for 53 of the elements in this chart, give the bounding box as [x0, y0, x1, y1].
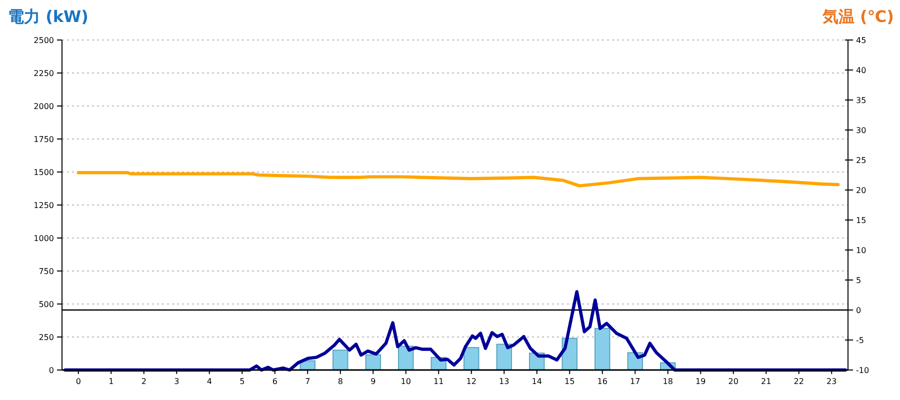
y2-tick-label: 15	[856, 216, 866, 225]
x-tick-label: 8	[338, 377, 343, 386]
y-tick-label: 0	[48, 366, 54, 375]
x-tick-label: 17	[630, 377, 640, 386]
x-tick-label: 20	[728, 377, 738, 386]
y2-tick-label: 5	[856, 276, 862, 285]
x-tick-label: 11	[434, 377, 444, 386]
x-tick-label: 13	[499, 377, 510, 386]
y2-tick-label: 35	[856, 96, 866, 105]
x-tick-label: 7	[305, 377, 310, 386]
y-tick-label: 1500	[34, 168, 54, 177]
y-tick-label: 2000	[34, 102, 54, 111]
bar	[365, 354, 381, 370]
x-tick-label: 22	[794, 377, 804, 386]
x-tick-label: 18	[662, 377, 673, 386]
x-tick-label: 0	[76, 377, 81, 386]
x-tick-label: 3	[174, 377, 180, 386]
y2-tick-label: -10	[856, 366, 870, 375]
bar	[464, 347, 480, 370]
y2-tick-label: 10	[856, 246, 866, 255]
x-tick-label: 1	[108, 377, 114, 386]
x-tick-label: 19	[696, 377, 706, 386]
x-tick-label: 2	[141, 377, 146, 386]
y-tick-label: 2250	[34, 69, 54, 78]
y-tick-label: 1000	[34, 234, 54, 243]
y2-tick-label: 0	[856, 306, 862, 315]
y-tick-label: 1750	[34, 135, 54, 144]
x-tick-label: 21	[761, 377, 772, 386]
y-tick-label: 2500	[34, 36, 54, 45]
y2-tick-label: 40	[856, 66, 866, 75]
y2-axis-title: 気温 (℃)	[821, 7, 894, 26]
x-tick-label: 9	[370, 377, 376, 386]
y2-tick-label: 45	[856, 36, 866, 45]
y2-tick-label: 25	[856, 156, 866, 165]
y2-tick-label: 20	[856, 186, 866, 195]
x-tick-label: 23	[826, 377, 837, 386]
x-tick-label: 6	[272, 377, 278, 386]
y-tick-label: 500	[38, 300, 54, 309]
x-tick-label: 14	[532, 377, 542, 386]
x-tick-label: 16	[597, 377, 608, 386]
y2-tick-label: -5	[856, 336, 864, 345]
x-tick-label: 15	[564, 377, 575, 386]
y-tick-label: 1250	[34, 201, 54, 210]
x-tick-label: 10	[400, 377, 411, 386]
y-tick-label: 250	[38, 333, 54, 342]
y-tick-label: 750	[38, 267, 54, 276]
x-tick-label: 4	[206, 377, 212, 386]
bar	[332, 350, 348, 370]
x-tick-label: 12	[466, 377, 476, 386]
x-tick-label: 5	[240, 377, 245, 386]
bar	[594, 328, 610, 370]
y2-tick-label: 30	[856, 126, 866, 135]
y-axis-title: 電力 (kW)	[8, 7, 88, 26]
